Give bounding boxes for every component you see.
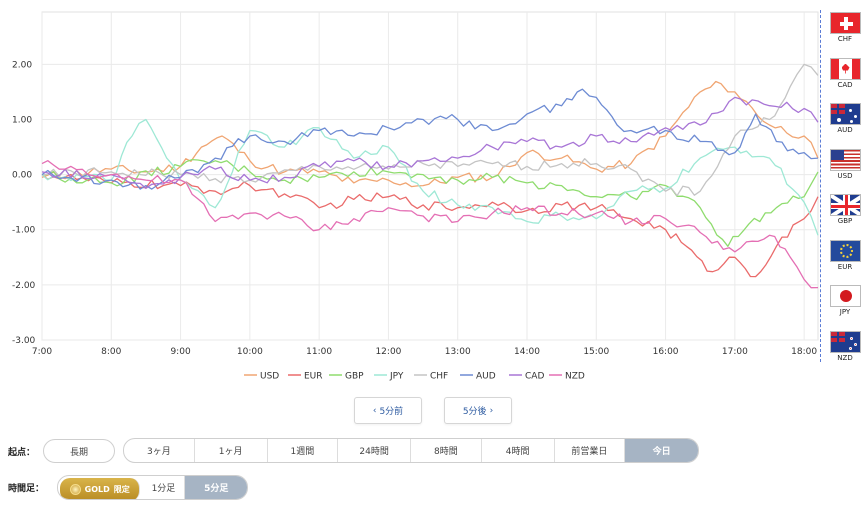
start-option-1[interactable]: 1ヶ月 [195,439,268,462]
x-tick-label: 16:00 [653,347,679,357]
x-axis-ticks: 7:00 8:00 9:00 10:00 11:00 12:00 13:00 14:00 15:… [32,347,817,357]
legend-label: CHF [430,372,448,382]
flag-label: USD [837,171,853,180]
eu-flag-icon [829,239,861,262]
legend-label: NZD [565,372,585,382]
australia-flag-icon [829,103,861,125]
swiss-flag-icon [829,12,861,34]
legend-item-aud[interactable]: AUD [460,372,496,382]
start-option-6[interactable]: 前営業日 [555,439,626,462]
series-line-usd [41,80,819,188]
series-line-gbp [42,158,819,247]
legend-label: EUR [304,372,323,382]
x-tick-label: 10:00 [237,347,263,357]
start-option-7[interactable]: 今日 [625,439,698,462]
legend-item-usd[interactable]: USD [244,372,279,382]
y-tick-label: -3.00 [12,336,36,346]
flag-item-gbp[interactable]: GBP [829,194,861,226]
start-point-label: 起点： [8,448,36,458]
currency-strength-chart: 2.00 1.00 0.00 -1.00 -2.00 -3.00 7:00 8:00 9:00… [12,11,819,382]
chart-grid [41,11,819,341]
series-line-aud [41,88,819,190]
flag-item-cad[interactable]: CAD [829,57,861,90]
x-tick-label: 12:00 [375,347,401,357]
x-tick-label: 15:00 [583,347,609,357]
x-tick-label: 13:00 [445,347,471,357]
start-option-5[interactable]: 4時間 [482,439,555,462]
x-tick-label: 7:00 [32,347,52,357]
flag-item-chf[interactable]: CHF [829,12,861,44]
legend-item-nzd[interactable]: NZD [549,372,585,382]
legend-item-chf[interactable]: CHF [414,372,448,382]
start-option-0[interactable]: 3ヶ月 [124,439,195,462]
us-flag-icon [829,148,861,171]
timeframe-label: 時間足： [8,484,45,494]
y-tick-label: 0.00 [12,171,32,181]
flag-label: AUD [837,126,853,134]
series-line-jpy [41,118,819,236]
uk-flag-icon [829,194,861,216]
legend-item-cad[interactable]: CAD [509,372,544,382]
flag-label: JPY [839,308,851,316]
timeframe-option-1[interactable]: 5分足 [185,476,247,499]
flag-label: CAD [837,80,853,89]
y-tick-label: -2.00 [12,281,36,291]
start-option-4[interactable]: 8時間 [411,439,482,462]
gold-label: GOLD [84,485,110,494]
prev-5min-button[interactable]: ‹ 5分前 [354,397,422,424]
chevron-left-icon: ‹ [372,405,377,416]
flag-item-nzd[interactable]: NZD [829,330,861,363]
flag-label: GBP [837,217,853,225]
x-tick-label: 8:00 [101,347,121,357]
x-tick-label: 14:00 [514,347,540,357]
timeframe-selector: GOLD 限定 1分足 5分足 [57,475,248,500]
legend-label: AUD [476,372,496,382]
gold-badge: 限定 [113,485,130,494]
x-tick-label: 18:00 [791,347,817,357]
y-tick-label: 2.00 [12,60,32,70]
flag-label: EUR [837,262,853,271]
new-zealand-flag-icon [829,330,861,353]
start-option-3[interactable]: 24時間 [338,439,411,462]
next-5min-label: 5分後 [462,407,487,417]
long-term-button[interactable]: 長期 [43,439,115,463]
flag-label: NZD [837,353,853,362]
legend-label: CAD [525,372,544,382]
legend-label: USD [260,372,279,382]
canada-flag-icon [829,57,861,80]
legend-label: JPY [389,372,404,382]
chevron-right-icon: › [489,405,494,416]
series-line-nzd [41,160,819,289]
x-tick-label: 9:00 [170,347,190,357]
x-tick-label: 11:00 [306,347,332,357]
timeframe-option-0[interactable]: 1分足 [142,476,186,499]
legend-item-jpy[interactable]: JPY [374,372,404,382]
gold-limited-button[interactable]: GOLD 限定 [60,478,141,499]
chart-series [41,63,819,289]
flag-item-usd[interactable]: USD [829,148,861,181]
flag-item-aud[interactable]: AUD [829,103,861,135]
prev-5min-label: 5分前 [379,407,404,417]
flag-item-eur[interactable]: EUR [829,239,861,272]
start-option-2[interactable]: 1週間 [268,439,339,462]
japan-flag-icon [829,285,861,307]
flag-label: CHF [837,35,853,43]
flag-item-jpy[interactable]: JPY [829,285,861,317]
chart-legend: USD EUR GBP JPY CHF AUD CAD NZD [244,372,585,382]
next-5min-button[interactable]: 5分後 › [444,397,512,424]
x-tick-label: 17:00 [722,347,748,357]
legend-item-eur[interactable]: EUR [288,372,323,382]
gold-coin-icon [69,484,81,495]
currency-flag-column: CHF CAD AUD USD GBP EUR JPY NZD [820,10,868,362]
y-tick-label: 1.00 [12,115,32,125]
legend-item-gbp[interactable]: GBP [329,372,364,382]
y-axis-ticks: 2.00 1.00 0.00 -1.00 -2.00 -3.00 [12,60,36,346]
start-point-selector: 3ヶ月 1ヶ月 1週間 24時間 8時間 4時間 前営業日 今日 [123,438,699,463]
y-tick-label: -1.00 [12,226,36,236]
legend-label: GBP [345,372,364,382]
